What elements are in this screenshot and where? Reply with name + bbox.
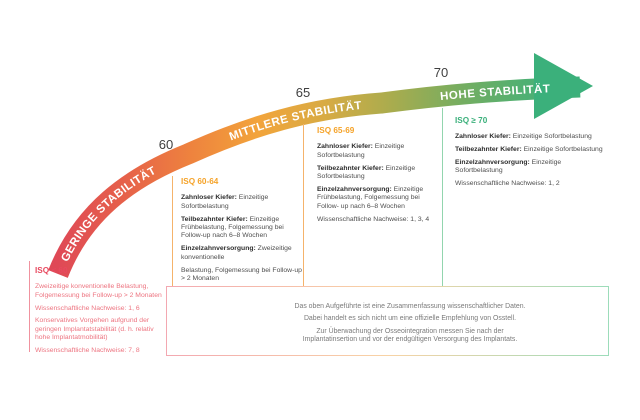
- disclaimer-text: Das oben Aufgeführte ist eine Zusammenfa…: [240, 303, 580, 349]
- indication-label: Einzelzahnversorgung:: [317, 185, 394, 193]
- column-paragraph: Konservatives Vorgehen aufgrund der geri…: [35, 317, 154, 342]
- indication-label: Zahnloser Kiefer:: [181, 194, 239, 202]
- indication-label: Einzelzahnversorgung:: [455, 159, 532, 167]
- indication-label: Zahnloser Kiefer:: [455, 133, 513, 141]
- arrowhead-icon: [534, 53, 593, 119]
- column-paragraph: Wissenschaftliche Nachweise: 1, 3, 4: [317, 215, 430, 223]
- isq-tick-70: 70: [433, 65, 449, 80]
- column-isq-60-64: ISQ 60-64 Zahnloser Kiefer: Einzeitige S…: [181, 177, 304, 301]
- column-paragraph: Zahnloser Kiefer: Einzeitige Sofortbelas…: [181, 194, 269, 210]
- column-paragraph: Einzelzahnversorgung: Zweizeitige konven…: [181, 245, 292, 261]
- isq-tick-65: 65: [295, 85, 311, 100]
- disclaimer-box: [166, 286, 609, 356]
- column-header: ISQ ≥ 70: [455, 116, 488, 125]
- column-header: ISQ 65-69: [317, 126, 355, 135]
- separator-line-isq-lt-60: [29, 261, 30, 352]
- column-paragraph: Wissenschaftliche Nachweise: 1, 6: [35, 304, 140, 312]
- column-paragraph: Teilbezahnter Kiefer: Einzeitige Sofortb…: [455, 146, 603, 154]
- column-header: ISQ < 60: [35, 266, 68, 275]
- column-isq-ge-70: ISQ ≥ 70 Zahnloser Kiefer: Einzeitige So…: [455, 116, 605, 193]
- column-isq-lt-60: ISQ < 60 Zweizeitige konventionelle Bela…: [35, 266, 167, 360]
- separator-line-isq-65-69: [303, 124, 304, 286]
- disclaimer-line: Dabei handelt es sich nicht um eine offi…: [303, 315, 517, 323]
- indication-label: Einzelzahnversorgung:: [181, 245, 258, 253]
- column-paragraph: Einzelzahnversorgung: Einzeitige Sofortb…: [455, 159, 562, 175]
- indication-label: Teilbezahnter Kiefer:: [181, 215, 250, 223]
- disclaimer-line: Das oben Aufgeführte ist eine Zusammenfa…: [294, 303, 526, 310]
- indication-label: Zahnloser Kiefer:: [317, 143, 375, 151]
- column-paragraph: Wissenschaftliche Nachweise: 7, 8: [35, 347, 140, 355]
- column-header: ISQ 60-64: [181, 177, 219, 186]
- stability-gradient-arrow: [48, 76, 581, 278]
- separator-line-isq-60-64: [172, 176, 173, 287]
- column-paragraph: Teilbezahnter Kiefer: Einzeitige Frühbel…: [181, 215, 284, 240]
- indication-label: Teilbezahnter Kiefer:: [317, 164, 386, 172]
- isq-tick-60: 60: [158, 137, 174, 152]
- indication-label: Teilbezahnter Kiefer:: [455, 146, 524, 154]
- column-paragraph: Zahnloser Kiefer: Einzeitige Sofortbelas…: [455, 133, 592, 141]
- disclaimer-line: Zur Überwachung der Osseointegration mes…: [302, 327, 518, 344]
- column-paragraph: Einzelzahnversorgung: Einzeitige Frühbel…: [317, 185, 424, 210]
- column-paragraph: Zahnloser Kiefer: Einzeitige Sofortbelas…: [317, 143, 405, 159]
- column-paragraph: Belastung, Folgemessung bei Follow-up > …: [181, 266, 302, 283]
- column-paragraph: Wissenschaftliche Nachweise: 1, 2: [455, 180, 560, 188]
- column-paragraph: Teilbezahnter Kiefer: Einzeitige Sofortb…: [317, 164, 416, 180]
- column-paragraph: Zweizeitige konventionelle Belastung, Fo…: [35, 283, 162, 299]
- separator-line-isq-ge-70: [442, 108, 443, 286]
- column-isq-65-69: ISQ 65-69 Zahnloser Kiefer: Einzeitige S…: [317, 126, 441, 229]
